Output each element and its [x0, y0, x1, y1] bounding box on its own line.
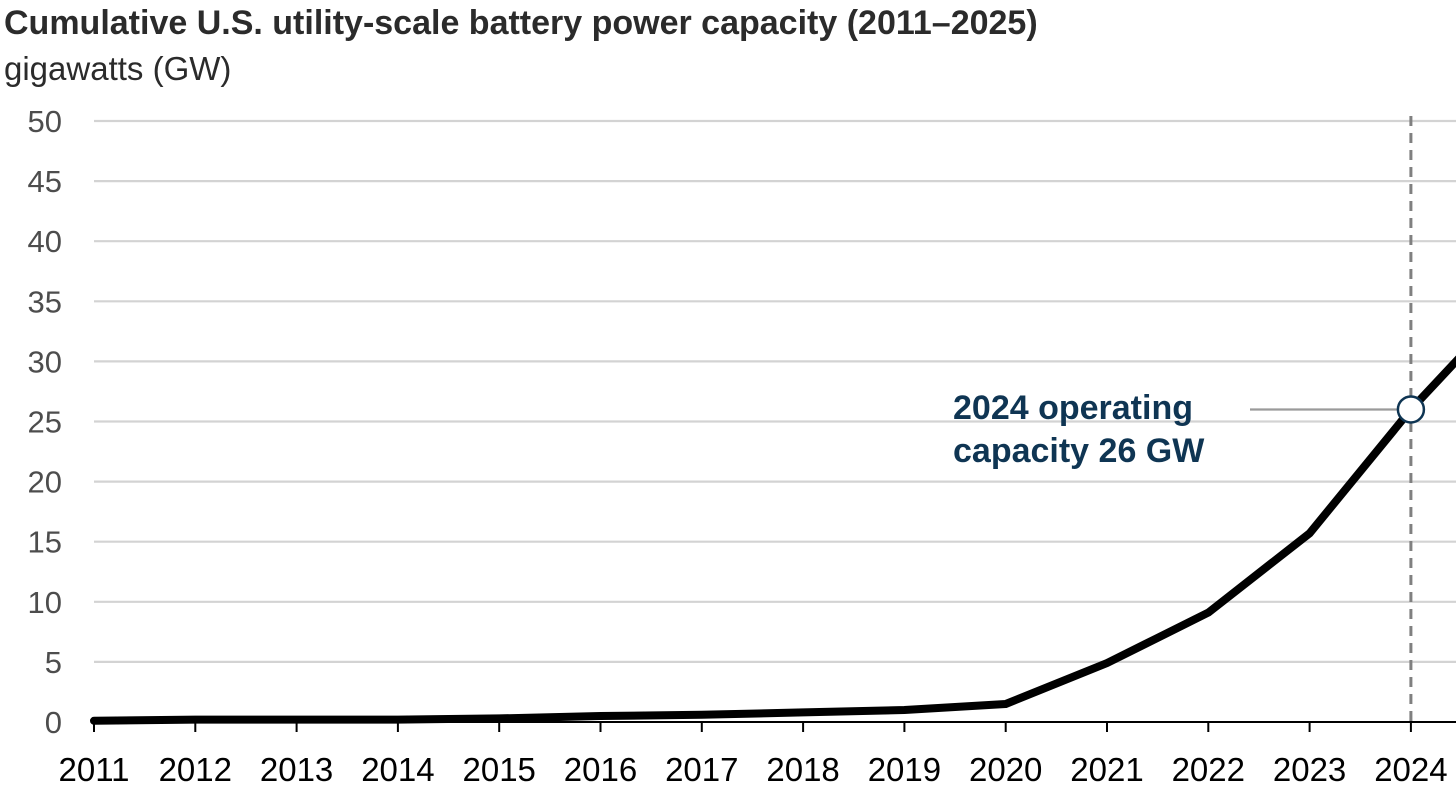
- y-tick-label: 10: [28, 585, 62, 620]
- y-axis-tick-labels: 0 5 10 15 20 25 30 35 40 45 50: [28, 104, 62, 740]
- x-tick-label: 2021: [1070, 751, 1143, 788]
- annotation-label: capacity 26 GW: [953, 432, 1205, 470]
- chart-subtitle: gigawatts (GW): [4, 50, 232, 87]
- x-tick-label: 2019: [868, 751, 941, 788]
- y-tick-label: 25: [28, 405, 62, 440]
- x-tick-label: 2013: [260, 751, 333, 788]
- x-tick-label: 2018: [766, 751, 839, 788]
- x-tick-label: 2017: [665, 751, 738, 788]
- x-tick-label: 2023: [1273, 751, 1346, 788]
- series-line: [90, 355, 1456, 725]
- x-tick-label: 2022: [1172, 751, 1245, 788]
- y-tick-label: 45: [28, 164, 62, 199]
- y-tick-label: 15: [28, 525, 62, 560]
- x-axis-tick-labels: 2011 2012 2013 2014 2015 2016 2017 2018 2019 2020…: [59, 722, 1448, 788]
- gridlines: [94, 119, 1456, 723]
- series-layer: [90, 355, 1456, 725]
- x-tick-label: 2015: [462, 751, 535, 788]
- y-tick-label: 30: [28, 344, 62, 379]
- chart-title: Cumulative U.S. utility-scale battery po…: [4, 4, 1038, 42]
- y-tick-label: 20: [28, 465, 62, 500]
- y-tick-label: 50: [28, 104, 62, 139]
- y-tick-label: 0: [45, 705, 62, 740]
- annotation-label: 2024 operating: [953, 389, 1193, 427]
- x-tick-label: 2014: [361, 751, 434, 788]
- x-tick-label: 2011: [59, 751, 130, 788]
- y-tick-label: 35: [28, 284, 62, 319]
- y-tick-label: 40: [28, 224, 62, 259]
- y-tick-label: 5: [45, 645, 62, 680]
- x-tick-label: 2020: [969, 751, 1042, 788]
- x-tick-label: 2012: [159, 751, 232, 788]
- annotation-marker: [1396, 395, 1426, 424]
- annotation: 2024 operating capacity 26 GW: [953, 389, 1426, 470]
- x-tick-label: 2024: [1374, 751, 1447, 788]
- x-tick-label: 2016: [564, 751, 637, 788]
